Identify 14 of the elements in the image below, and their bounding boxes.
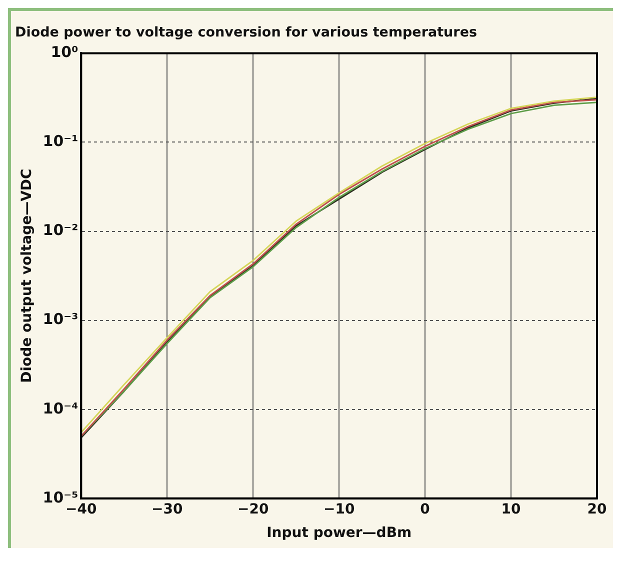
chart-title: Diode power to voltage conversion for various temperatures <box>15 24 478 41</box>
y-tick-label: 10⁻⁴ <box>42 399 78 418</box>
y-tick-label: 10⁻¹ <box>42 132 78 150</box>
x-tick-label: 0 <box>420 501 430 518</box>
y-tick-label: 10⁰ <box>50 43 78 62</box>
x-tick-label: −20 <box>238 501 269 518</box>
x-tick-label: −30 <box>152 501 183 518</box>
x-tick-label: −10 <box>323 501 355 518</box>
x-axis-title: Input power—dBm <box>266 525 412 542</box>
y-tick-label: 10⁻³ <box>42 310 78 328</box>
y-tick-label: 10⁻² <box>42 221 78 240</box>
x-tick-label: 20 <box>587 501 607 518</box>
y-axis-title: Diode output voltage—VDC <box>19 168 36 383</box>
x-tick-label: 10 <box>501 501 522 518</box>
